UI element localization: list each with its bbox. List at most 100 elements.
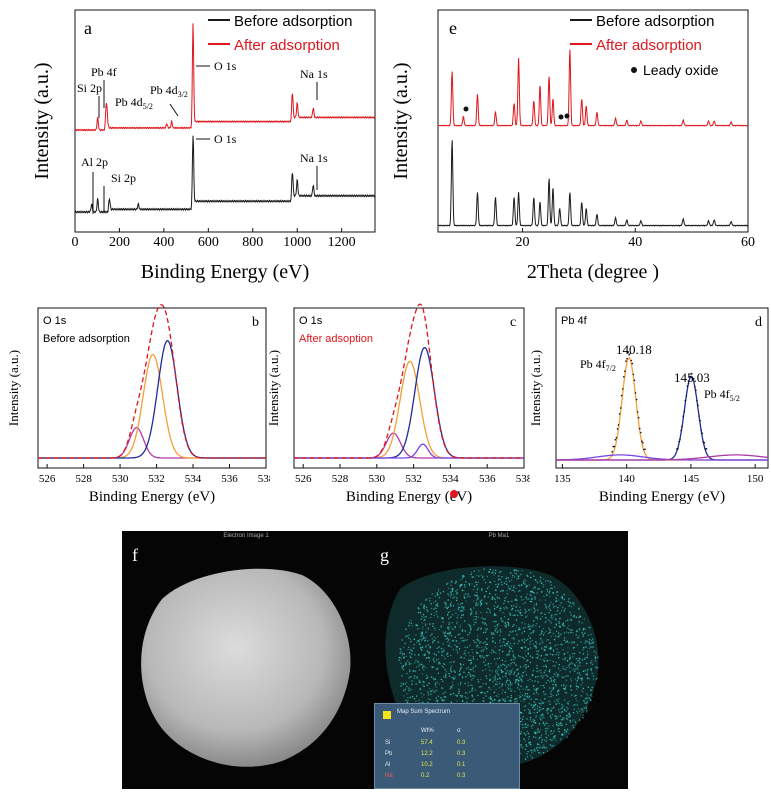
y-axis-label: Intensity (a.u.) [6,350,21,426]
map-pixel [423,669,425,671]
map-pixel [554,638,556,641]
map-pixel [550,695,552,698]
x-tick-label: 60 [741,235,755,250]
map-pixel [556,699,558,701]
map-pixel [435,604,437,606]
map-pixel [525,650,527,652]
panel-letter: b [252,315,259,330]
map-pixel [553,688,555,690]
map-pixel [511,605,513,607]
map-pixel [416,641,418,644]
map-pixel [459,584,461,586]
map-pixel [501,671,503,673]
map-pixel [451,588,453,590]
map-pixel [546,588,548,591]
map-pixel [425,623,427,625]
map-pixel [469,613,472,615]
map-pixel [482,700,484,702]
map-pixel [493,574,495,576]
map-pixel [533,750,535,752]
map-pixel [477,640,479,642]
map-pixel [441,699,443,701]
map-pixel [586,673,588,675]
map-pixel [568,624,570,627]
map-pixel [415,659,417,662]
map-pixel [536,749,539,751]
map-pixel [513,637,515,639]
map-pixel [454,627,456,629]
map-pixel [533,701,535,703]
map-pixel [544,649,546,651]
map-pixel [502,663,504,665]
map-pixel [501,698,504,700]
map-pixel [418,702,420,704]
map-pixel [463,653,465,655]
map-pixel [453,670,455,672]
map-pixel [418,665,420,667]
map-pixel [526,593,528,595]
map-pixel [555,624,557,626]
map-pixel [449,596,452,598]
map-pixel [416,677,418,679]
map-pixel [450,661,452,663]
map-pixel [527,708,530,711]
map-pixel [444,668,446,671]
map-pixel [435,600,437,602]
map-pixel [493,597,495,600]
map-pixel [523,630,526,633]
map-pixel [500,664,502,667]
raw-data-point [623,375,625,378]
map-pixel [530,608,532,611]
map-pixel [555,703,557,705]
map-pixel [468,623,470,625]
map-pixel [535,616,537,619]
map-pixel [462,676,464,678]
map-pixel [591,689,593,692]
map-pixel [400,648,402,651]
map-pixel [477,652,479,654]
map-pixel [400,682,402,684]
map-pixel [429,698,431,701]
map-pixel [543,595,545,597]
map-pixel [406,693,408,695]
map-pixel [477,616,479,619]
map-pixel [446,653,448,656]
map-pixel [405,662,407,664]
raw-data-point [614,438,617,441]
map-pixel [527,659,529,661]
map-pixel [540,618,542,620]
map-pixel [462,639,464,642]
map-pixel [500,590,502,592]
map-pixel [479,642,481,644]
map-pixel [528,712,530,714]
map-pixel [586,701,588,703]
map-pixel [533,608,536,610]
map-pixel [505,624,507,626]
map-pixel [589,646,592,648]
map-pixel [417,640,420,642]
map-pixel [580,679,583,681]
map-pixel [536,657,539,659]
map-pixel [578,719,581,721]
map-pixel [511,668,514,670]
table-cell: 0.2 [421,773,430,779]
map-pixel [423,608,425,610]
map-pixel [401,652,404,655]
map-pixel [579,658,581,660]
map-pixel [521,570,523,572]
map-pixel [470,573,472,576]
map-pixel [563,708,566,710]
map-pixel [550,635,552,638]
map-pixel [498,687,501,689]
map-pixel [515,681,517,683]
panel-e: 20 40 60 e Before adsorption After adsorpt… [385,0,771,290]
map-pixel [542,627,545,630]
map-pixel [558,632,560,634]
raw-data-point [697,404,699,407]
map-pixel [484,647,486,649]
map-pixel [500,631,502,633]
map-pixel [463,575,465,577]
map-pixel [423,606,426,608]
raw-data-point [694,386,696,388]
map-pixel [517,575,519,577]
